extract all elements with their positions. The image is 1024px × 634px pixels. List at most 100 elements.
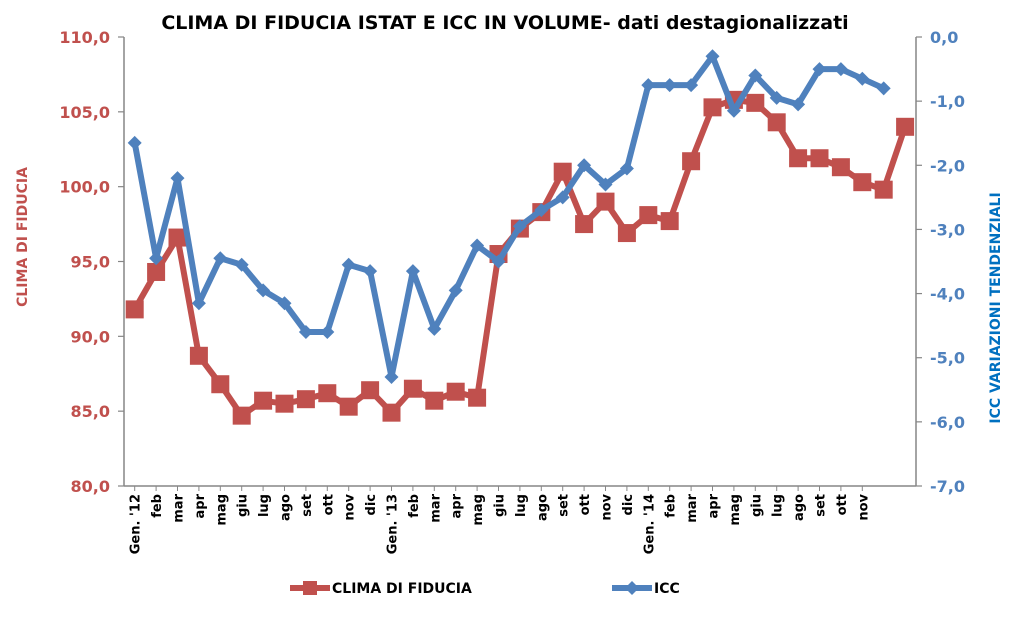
right-y-tick-label: -7,0 (930, 477, 965, 496)
x-tick-label: dic (364, 494, 379, 515)
data-point (682, 152, 701, 171)
x-tick-label: ott (835, 494, 850, 515)
data-point (812, 62, 827, 77)
right-y-tick-label: -5,0 (930, 349, 965, 368)
series-clima-di-fiducia (125, 90, 915, 425)
data-point (789, 149, 808, 168)
data-point (874, 180, 893, 199)
right-y-tick-label: 0,0 (930, 28, 958, 47)
left-y-tick-label: 100,0 (59, 178, 110, 197)
x-tick-label: mag (214, 494, 229, 526)
x-tick-label: lug (771, 494, 786, 517)
data-point (277, 296, 292, 311)
data-point (468, 388, 487, 407)
data-point (831, 158, 850, 177)
data-point (853, 173, 872, 192)
x-axis-ticks: Gen. '12 feb mar apr mag giu lug ago set ott nov di… (129, 486, 871, 554)
left-y-tick-label: 105,0 (59, 103, 110, 122)
x-tick-label: nov (343, 493, 358, 520)
legend-label: CLIMA DI FIDUCIA (332, 581, 472, 597)
left-y-tick-label: 80,0 (71, 477, 110, 496)
data-point (684, 78, 699, 93)
right-y-tick-label: -6,0 (930, 413, 965, 432)
x-tick-label: dic (621, 494, 636, 515)
x-tick-label: feb (150, 494, 165, 518)
data-point (491, 254, 506, 269)
x-tick-label: set (300, 494, 315, 517)
x-tick-label: Gen. '13 (386, 494, 401, 554)
x-tick-label: feb (407, 494, 422, 518)
right-y-axis-label: ICC VARIAZIONI TENDENZIALI (988, 192, 1004, 423)
data-point (746, 93, 765, 112)
series-layer (125, 49, 915, 425)
right-y-tick-label: -4,0 (930, 285, 965, 304)
data-point (448, 283, 463, 298)
x-tick-label: giu (749, 494, 764, 517)
data-point (617, 224, 636, 243)
data-point (641, 78, 656, 93)
data-point (189, 346, 208, 365)
data-point (213, 251, 228, 266)
data-point (855, 71, 870, 86)
data-point (382, 403, 401, 422)
data-point (211, 375, 230, 394)
data-point (361, 381, 380, 400)
data-point (149, 251, 164, 266)
legend-item: CLIMA DI FIDUCIA (290, 581, 472, 597)
left-y-tick-label: 90,0 (71, 327, 110, 346)
chart-title: CLIMA DI FIDUCIA ISTAT E ICC IN VOLUME- … (161, 12, 848, 34)
data-point (748, 68, 763, 83)
data-point (384, 369, 399, 384)
x-tick-label: apr (193, 493, 208, 518)
x-tick-label: mar (428, 493, 443, 522)
data-point (575, 215, 594, 234)
x-tick-label: set (557, 494, 572, 517)
left-y-axis-label: CLIMA DI FIDUCIA (15, 167, 31, 307)
data-point (191, 296, 206, 311)
x-tick-label: Gen. '12 (129, 494, 144, 554)
x-tick-label: mar (685, 493, 700, 522)
data-point (619, 161, 634, 176)
legend-swatch-marker (303, 581, 317, 595)
right-y-tick-label: -3,0 (930, 220, 965, 239)
series-line (132, 96, 908, 419)
data-point (596, 192, 615, 211)
x-tick-label: Gen. '14 (642, 494, 657, 554)
data-point (833, 62, 848, 77)
data-point (512, 219, 527, 234)
x-tick-label: apr (707, 493, 722, 518)
data-point (234, 257, 249, 272)
x-tick-label: feb (664, 494, 679, 518)
data-point (275, 394, 294, 413)
x-tick-label: mag (728, 494, 743, 526)
x-tick-label: mar (172, 493, 187, 522)
data-point (534, 203, 549, 218)
x-tick-label: set (814, 494, 829, 517)
series-line (131, 53, 885, 380)
x-tick-label: ago (279, 494, 294, 521)
legend-swatch-marker (625, 581, 639, 595)
data-point (577, 158, 592, 173)
data-point (320, 325, 335, 340)
data-point (125, 300, 144, 319)
data-point (232, 406, 251, 425)
data-point (296, 390, 315, 409)
x-tick-label: nov (600, 493, 615, 520)
data-point (553, 162, 572, 181)
data-point (254, 391, 273, 410)
data-point (339, 397, 358, 416)
data-point (170, 171, 185, 186)
legend-item: ICC (612, 581, 680, 597)
data-point (318, 384, 337, 403)
data-point (341, 257, 356, 272)
data-point (660, 212, 679, 231)
x-tick-label: ago (535, 494, 550, 521)
left-y-tick-label: 95,0 (71, 253, 110, 272)
legend-label: ICC (654, 581, 680, 597)
data-point (127, 135, 142, 150)
x-tick-label: ago (792, 494, 807, 521)
data-point (726, 103, 741, 118)
left-y-axis-ticks: 80,0 85,0 90,0 95,0 100,0 105,0 110,0 (59, 28, 124, 496)
x-tick-label: lug (514, 494, 529, 517)
x-tick-label: apr (450, 493, 465, 518)
